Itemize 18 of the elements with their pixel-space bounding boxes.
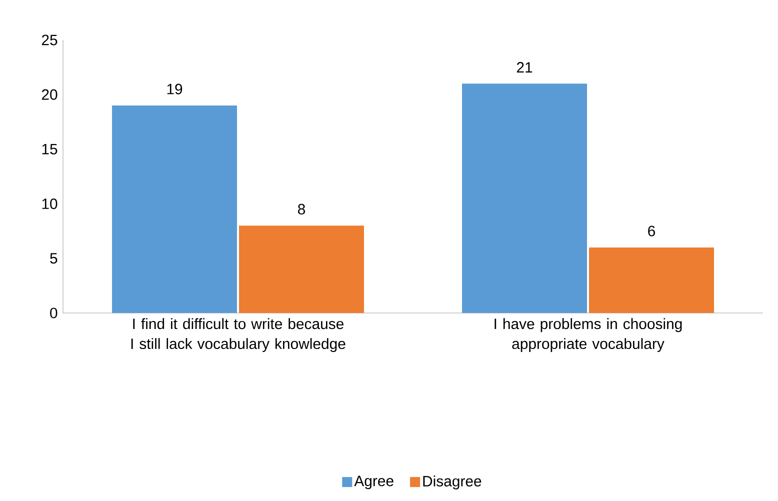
bar: [112, 106, 238, 313]
bar: [239, 226, 364, 313]
x-tick-label: I find it difficult to write because I still lack vocabulary knowledge: [131, 318, 346, 352]
y-tick-label: 20: [42, 89, 58, 100]
bar: [462, 84, 588, 313]
legend-label: Disagree: [423, 476, 482, 490]
data-label: 6: [648, 226, 656, 236]
y-tick-label: 10: [42, 198, 58, 210]
y-tick-label: 5: [50, 253, 58, 264]
y-tick-label: 15: [42, 144, 58, 154]
x-tick-label: I have problems in choosing appropriate vocabulary: [494, 318, 682, 352]
data-label: 21: [516, 62, 532, 72]
y-tick-label: 0: [50, 308, 58, 318]
data-label: 8: [298, 204, 306, 214]
y-tick-label: 25: [42, 34, 58, 46]
data-label: 19: [167, 84, 182, 94]
bar: [589, 247, 714, 313]
legend-label: Agree: [354, 476, 394, 490]
